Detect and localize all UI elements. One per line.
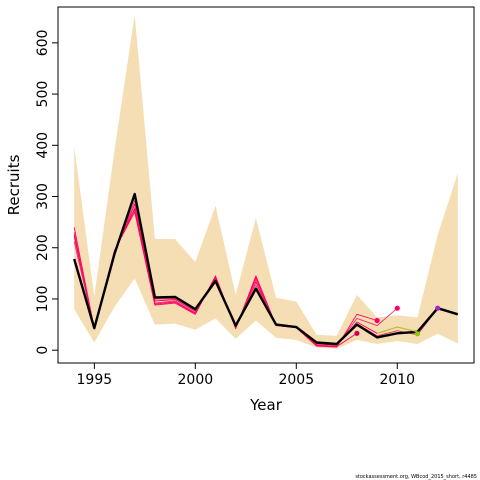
peel-point-4 [414,331,421,337]
y-tick-label: 300 [35,183,51,210]
peel-point-2 [374,317,380,324]
peel-point-3 [394,305,400,311]
y-tick-label: 200 [35,234,51,261]
x-axis: 1995 2000 2005 2010 [77,362,415,388]
estimate-line [73,192,459,346]
confidence-band-layer [74,14,458,349]
x-tick-label: 2000 [178,372,214,388]
footer-credit: stockassessment.org, WBcod_2015_short, r… [355,474,477,480]
x-tick-label: 1995 [77,372,113,388]
y-axis-title: Recruits [5,154,23,215]
x-tick-label: 2005 [278,372,314,388]
confidence-band [74,14,458,349]
retro-line-4 [73,200,439,346]
peel-point-1 [354,330,360,336]
x-axis-title: Year [249,396,283,414]
y-tick-label: 500 [35,81,51,108]
y-tick-label: 100 [35,286,51,313]
series-lines-layer [73,192,459,348]
peel-points-layer [354,305,441,337]
x-tick-label: 2010 [379,372,415,388]
peel-point-5 [435,305,441,311]
y-tick-label: 400 [35,132,51,159]
y-tick-label: 0 [35,346,51,355]
y-tick-label: 600 [35,30,51,57]
retro-line-3 [73,203,418,346]
retro-line-green [376,326,418,334]
y-axis: 0 100 200 300 400 500 600 [35,30,59,355]
